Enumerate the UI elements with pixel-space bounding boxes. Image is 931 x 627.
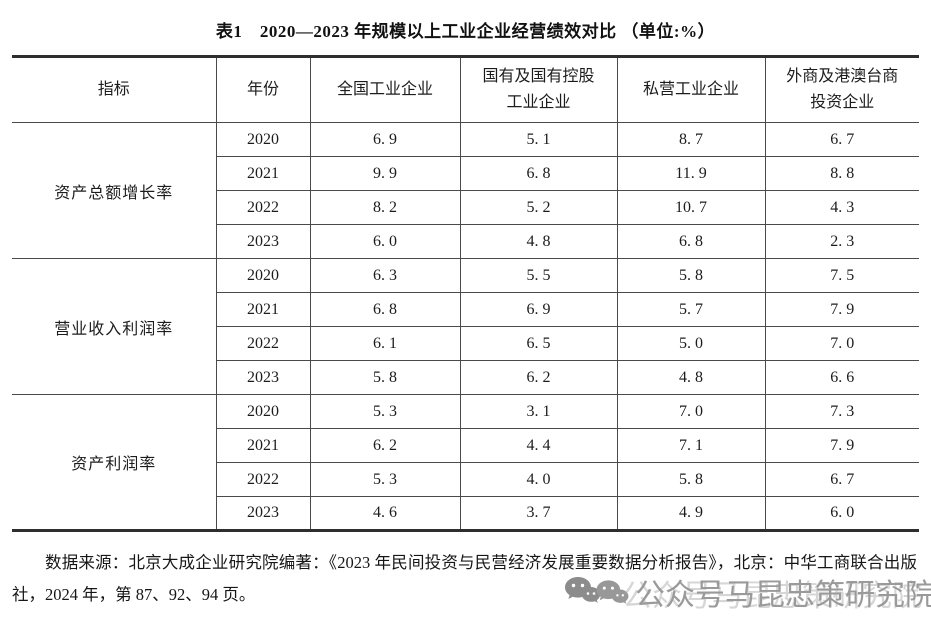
table-row: 资产总额增长率 2020 6. 9 5. 1 8. 7 6. 7 [12,122,919,259]
indicator-asset-margin: 资产利润率 [12,394,217,531]
value-cell: 4. 8 [616,360,766,395]
value-cell: 4. 6 [309,496,461,531]
value-cell: 6. 8 [459,156,618,191]
value-cell: 6. 7 [764,122,919,157]
value-cell: 8. 8 [764,156,919,191]
value-cell: 6. 2 [459,360,618,395]
table-row: 2023 5. 8 6. 2 4. 8 6. 6 [12,360,919,395]
value-cell: 7. 3 [764,394,919,429]
performance-table: 指标 年份 全国工业企业 国有及国有控股 工业企业 私营工业企业 外商及港澳台商… [12,55,919,532]
value-cell: 4. 4 [459,428,618,463]
header-indicator: 指标 [12,56,217,123]
value-cell: 4. 9 [616,496,766,531]
value-cell: 7. 9 [764,292,919,327]
value-cell: 5. 2 [459,190,618,225]
year-cell: 2023 [215,224,311,259]
value-cell: 4. 8 [459,224,618,259]
table-title: 表1 2020—2023 年规模以上工业企业经营绩效对比 （单位:%） [215,22,716,41]
source-note: 数据来源：北京大成企业研究院编著：《2023 年民间投资与民营经济发展重要数据分… [12,553,917,605]
value-cell: 7. 9 [764,428,919,463]
indicator-asset-growth: 资产总额增长率 [12,122,217,259]
value-cell: 7. 0 [616,394,766,429]
header-state-owned: 国有及国有控股 工业企业 [459,56,618,123]
value-cell: 3. 7 [459,496,618,531]
table-row: 2021 6. 2 4. 4 7. 1 7. 9 [12,428,919,463]
year-cell: 2023 [215,496,311,531]
value-cell: 6. 5 [459,326,618,361]
year-cell: 2021 [215,156,311,191]
table-row: 2021 6. 8 6. 9 5. 7 7. 9 [12,292,919,327]
value-cell: 5. 7 [616,292,766,327]
year-cell: 2021 [215,292,311,327]
value-cell: 3. 1 [459,394,618,429]
value-cell: 4. 0 [459,462,618,497]
year-cell: 2021 [215,428,311,463]
table-row: 资产利润率 2020 5. 3 3. 1 7. 0 7. 3 [12,394,919,531]
value-cell: 6. 0 [309,224,461,259]
value-cell: 6. 3 [309,258,461,293]
value-cell: 6. 0 [764,496,919,531]
value-cell: 7. 5 [764,258,919,293]
value-cell: 6. 7 [764,462,919,497]
value-cell: 8. 2 [309,190,461,225]
value-cell: 5. 3 [309,394,461,429]
value-cell: 5. 5 [459,258,618,293]
value-cell: 4. 3 [764,190,919,225]
value-cell: 10. 7 [616,190,766,225]
value-cell: 6. 9 [309,122,461,157]
value-cell: 5. 3 [309,462,461,497]
value-cell: 5. 8 [616,258,766,293]
document-page: 表1 2020—2023 年规模以上工业企业经营绩效对比 （单位:%） 指标 年… [0,17,931,627]
table-row: 营业收入利润率 2020 6. 3 5. 5 5. 8 7. 5 [12,258,919,395]
year-cell: 2022 [215,190,311,225]
value-cell: 8. 7 [616,122,766,157]
header-private: 私营工业企业 [616,56,766,123]
value-cell: 6. 1 [309,326,461,361]
value-cell: 7. 0 [764,326,919,361]
year-cell: 2020 [215,258,311,293]
header-year: 年份 [215,56,311,123]
year-cell: 2020 [215,122,311,157]
value-cell: 11. 9 [616,156,766,191]
value-cell: 9. 9 [309,156,461,191]
header-national: 全国工业企业 [309,56,461,123]
year-cell: 2022 [215,326,311,361]
value-cell: 6. 6 [764,360,919,395]
value-cell: 6. 9 [459,292,618,327]
year-cell: 2022 [215,462,311,497]
table-row: 2023 4. 6 3. 7 4. 9 6. 0 [12,496,919,531]
value-cell: 6. 2 [309,428,461,463]
value-cell: 7. 1 [616,428,766,463]
year-cell: 2020 [215,394,311,429]
value-cell: 5. 8 [616,462,766,497]
table-row: 2022 5. 3 4. 0 5. 8 6. 7 [12,462,919,497]
value-cell: 5. 1 [459,122,618,157]
value-cell: 5. 0 [616,326,766,361]
value-cell: 5. 8 [309,360,461,395]
value-cell: 2. 3 [764,224,919,259]
value-cell: 6. 8 [616,224,766,259]
year-cell: 2023 [215,360,311,395]
header-row: 指标 年份 全国工业企业 国有及国有控股 工业企业 私营工业企业 外商及港澳台商… [12,56,919,123]
header-foreign: 外商及港澳台商 投资企业 [764,56,919,123]
table-row: 2021 9. 9 6. 8 11. 9 8. 8 [12,156,919,191]
value-cell: 6. 8 [309,292,461,327]
indicator-revenue-margin: 营业收入利润率 [12,258,217,395]
